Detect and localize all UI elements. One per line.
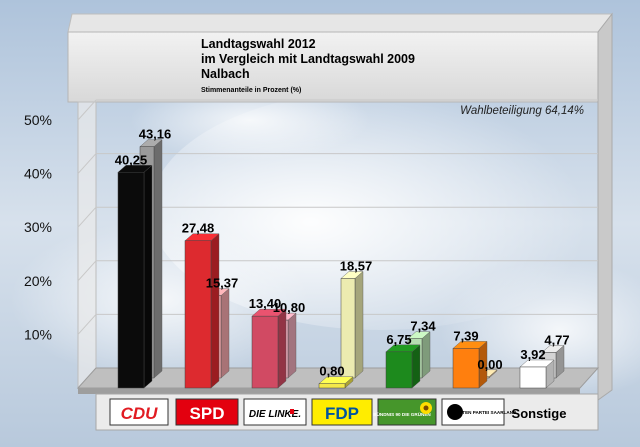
floor-edge	[78, 388, 580, 394]
logo-gruene-text: BÜNDNIS 90 DIE GRÜNEN	[373, 411, 431, 417]
logo-cdu-text: CDU	[121, 404, 159, 423]
frame-right-wall	[597, 12, 613, 401]
bar-front	[184, 240, 212, 389]
bar-side	[421, 331, 431, 379]
bar-front	[117, 172, 145, 389]
title-panel	[67, 31, 599, 103]
bar-2012	[385, 344, 421, 389]
data-label: 15,37	[206, 276, 239, 291]
data-label: 10,80	[273, 300, 306, 315]
cloud	[440, 260, 640, 400]
bars	[117, 139, 565, 389]
logo-gruene: BÜNDNIS 90 DIE GRÜNEN	[373, 398, 437, 426]
data-label: 27,48	[182, 221, 215, 236]
legend-sonstige: Sonstige	[512, 406, 567, 421]
pirate-flag-icon	[447, 404, 463, 420]
data-label: 43,16	[139, 127, 172, 142]
logo-spd-text: SPD	[190, 404, 225, 423]
logo-die-linke: DIE LINKE.	[243, 398, 307, 426]
bar-side	[354, 271, 364, 379]
bar-side	[210, 233, 220, 389]
turnout-label: Wahlbeteiligung 64,14%	[460, 105, 584, 117]
gridlines	[77, 99, 598, 335]
bar-side	[287, 312, 297, 379]
bar-2012	[519, 359, 555, 389]
chart-title: Landtagswahl 2012	[201, 37, 316, 51]
data-label: 6,75	[386, 332, 411, 347]
bar-side	[220, 288, 230, 379]
logo-fdp: FDP	[311, 398, 373, 426]
bar-front	[385, 351, 413, 389]
gridline-diagonal	[77, 260, 97, 282]
bar-2012	[251, 308, 287, 389]
logo-fdp-text: FDP	[325, 404, 359, 423]
bar-front	[318, 383, 346, 389]
data-label: 18,57	[340, 258, 373, 273]
chart-subtitle-line-2: Nalbach	[201, 67, 250, 81]
gridline-diagonal	[77, 314, 97, 335]
y-axis-ticks: 10% 20% 30% 40% 50%	[24, 112, 52, 342]
bar-side	[277, 308, 287, 389]
bar-side	[153, 139, 163, 379]
data-label: 7,39	[453, 328, 478, 343]
data-label: 40,25	[115, 152, 148, 167]
chart-note: Stimmenanteile in Prozent (%)	[201, 87, 301, 94]
y-tick-label: 20%	[24, 273, 52, 289]
data-label: 7,34	[410, 319, 436, 334]
y-tick-label: 30%	[24, 219, 52, 235]
data-label: 13,40	[249, 296, 282, 311]
gridline-diagonal	[77, 206, 97, 228]
data-label: 4,77	[544, 332, 569, 347]
gridline-diagonal	[77, 99, 97, 121]
data-label: 0,80	[319, 364, 344, 379]
bar-2012	[452, 340, 488, 389]
bar-2009	[340, 271, 364, 379]
data-label: 3,92	[520, 347, 545, 362]
logo-cdu: CDU	[109, 398, 169, 426]
bar-front	[519, 366, 547, 389]
bar-2012	[117, 164, 153, 389]
y-tick-label: 40%	[24, 166, 52, 182]
logo-piraten-text: PIRATEN PARTEI SAARLAND	[452, 410, 517, 415]
bar-2012	[318, 376, 354, 389]
bar-side	[143, 164, 153, 389]
frame-top-wall	[67, 13, 614, 33]
gridline-diagonal	[77, 153, 97, 174]
y-tick-label: 10%	[24, 326, 52, 342]
bar-2012	[184, 233, 220, 389]
y-tick-label: 50%	[24, 112, 52, 128]
logo-spd: SPD	[175, 398, 239, 426]
left-wall	[77, 101, 97, 390]
bar-front	[452, 348, 480, 389]
bar-front	[251, 315, 279, 389]
logo-linke-text: DIE LINKE.	[249, 409, 301, 420]
data-label: 0,00	[477, 357, 502, 372]
logo-piraten: PIRATEN PARTEI SAARLAND	[441, 398, 517, 426]
chart-subtitle-line-1: im Vergleich mit Landtagswahl 2009	[201, 52, 415, 66]
bar-side	[411, 344, 421, 389]
